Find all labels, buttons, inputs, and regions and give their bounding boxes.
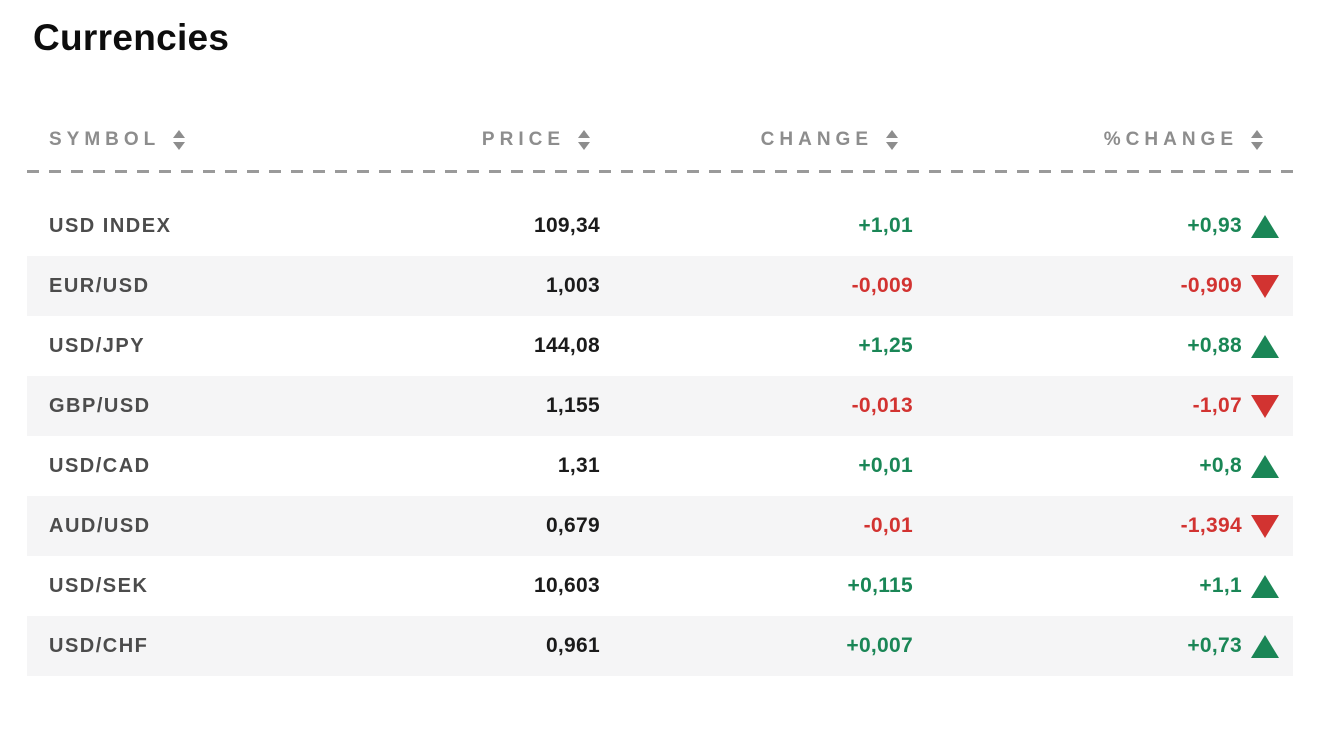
sort-arrows-icon bbox=[1251, 130, 1263, 150]
currencies-table: SYMBOL PRICE CHANGE %CHANGE USD INDEX 10… bbox=[27, 110, 1293, 676]
pct-change-value: +0,88 bbox=[1187, 334, 1242, 357]
change-cell: +0,01 bbox=[858, 454, 913, 477]
price-cell: 0,961 bbox=[545, 634, 600, 657]
symbol-cell: USD/CHF bbox=[49, 634, 149, 657]
change-cell: +0,115 bbox=[847, 574, 913, 597]
triangle-down-icon bbox=[1251, 274, 1279, 298]
column-header-change[interactable]: CHANGE bbox=[600, 129, 913, 151]
pct-change-value: -1,07 bbox=[1192, 394, 1242, 417]
price-cell: 0,679 bbox=[545, 514, 600, 537]
sort-down-icon bbox=[578, 142, 590, 150]
change-cell: +0,007 bbox=[846, 634, 913, 657]
symbol-cell: GBP/USD bbox=[49, 394, 151, 417]
page-title: Currencies bbox=[33, 17, 230, 58]
column-header-price[interactable]: PRICE bbox=[382, 129, 600, 151]
pct-change-value: +1,1 bbox=[1199, 574, 1242, 597]
sort-up-icon bbox=[578, 130, 590, 138]
pct-change-cell: +0,88 bbox=[913, 334, 1293, 358]
pct-change-cell: -1,07 bbox=[913, 394, 1293, 418]
sort-arrows-icon bbox=[173, 130, 186, 150]
column-header-change-label: CHANGE bbox=[760, 129, 873, 150]
column-header-symbol-label: SYMBOL bbox=[49, 129, 161, 150]
symbol-cell: EUR/USD bbox=[49, 274, 150, 297]
price-cell: 1,155 bbox=[545, 394, 600, 417]
column-header-symbol[interactable]: SYMBOL bbox=[27, 129, 382, 151]
pct-change-cell: -0,909 bbox=[913, 274, 1293, 298]
sort-down-icon bbox=[886, 142, 898, 150]
change-cell: +1,25 bbox=[858, 334, 913, 357]
table-header-row: SYMBOL PRICE CHANGE %CHANGE bbox=[27, 110, 1293, 170]
sort-up-icon bbox=[1251, 130, 1263, 138]
table-row[interactable]: USD/CHF 0,961 +0,007 +0,73 bbox=[27, 616, 1293, 676]
table-row[interactable]: EUR/USD 1,003 -0,009 -0,909 bbox=[27, 256, 1293, 316]
price-cell: 1,31 bbox=[557, 454, 600, 477]
sort-down-icon bbox=[1251, 142, 1263, 150]
sort-arrows-icon bbox=[886, 130, 898, 150]
table-row[interactable]: AUD/USD 0,679 -0,01 -1,394 bbox=[27, 496, 1293, 556]
pct-change-value: -0,909 bbox=[1180, 274, 1242, 297]
triangle-down-icon bbox=[1251, 394, 1279, 418]
pct-change-cell: +0,8 bbox=[913, 454, 1293, 478]
symbol-cell: USD/JPY bbox=[49, 334, 146, 357]
price-cell: 109,34 bbox=[533, 214, 600, 237]
column-header-pct-change[interactable]: %CHANGE bbox=[913, 129, 1293, 151]
symbol-cell: USD INDEX bbox=[49, 214, 172, 237]
column-header-pct-change-label: %CHANGE bbox=[1103, 129, 1238, 150]
triangle-up-icon bbox=[1251, 454, 1279, 478]
symbol-cell: USD/SEK bbox=[49, 574, 149, 597]
triangle-up-icon bbox=[1251, 634, 1279, 658]
sort-down-icon bbox=[173, 142, 186, 150]
pct-change-value: +0,8 bbox=[1199, 454, 1242, 477]
table-body: USD INDEX 109,34 +1,01 +0,93 EUR/USD 1,0… bbox=[27, 196, 1293, 676]
price-cell: 144,08 bbox=[533, 334, 600, 357]
price-cell: 10,603 bbox=[533, 574, 600, 597]
pct-change-cell: -1,394 bbox=[913, 514, 1293, 538]
pct-change-cell: +1,1 bbox=[913, 574, 1293, 598]
column-header-price-label: PRICE bbox=[481, 129, 565, 150]
change-cell: +1,01 bbox=[858, 214, 913, 237]
sort-up-icon bbox=[886, 130, 898, 138]
triangle-down-icon bbox=[1251, 514, 1279, 538]
table-row[interactable]: USD/SEK 10,603 +0,115 +1,1 bbox=[27, 556, 1293, 616]
change-cell: -0,013 bbox=[851, 394, 913, 417]
pct-change-value: +0,93 bbox=[1187, 214, 1242, 237]
table-row[interactable]: USD/JPY 144,08 +1,25 +0,88 bbox=[27, 316, 1293, 376]
triangle-up-icon bbox=[1251, 334, 1279, 358]
pct-change-cell: +0,93 bbox=[913, 214, 1293, 238]
symbol-cell: AUD/USD bbox=[49, 514, 151, 537]
header-dashed-divider bbox=[27, 170, 1293, 173]
triangle-up-icon bbox=[1251, 574, 1279, 598]
sort-up-icon bbox=[173, 130, 186, 138]
change-cell: -0,01 bbox=[863, 514, 913, 537]
change-cell: -0,009 bbox=[851, 274, 913, 297]
symbol-cell: USD/CAD bbox=[49, 454, 151, 477]
sort-arrows-icon bbox=[578, 130, 590, 150]
pct-change-value: +0,73 bbox=[1187, 634, 1242, 657]
price-cell: 1,003 bbox=[545, 274, 600, 297]
table-row[interactable]: USD INDEX 109,34 +1,01 +0,93 bbox=[27, 196, 1293, 256]
table-row[interactable]: USD/CAD 1,31 +0,01 +0,8 bbox=[27, 436, 1293, 496]
table-row[interactable]: GBP/USD 1,155 -0,013 -1,07 bbox=[27, 376, 1293, 436]
pct-change-value: -1,394 bbox=[1180, 514, 1242, 537]
triangle-up-icon bbox=[1251, 214, 1279, 238]
pct-change-cell: +0,73 bbox=[913, 634, 1293, 658]
